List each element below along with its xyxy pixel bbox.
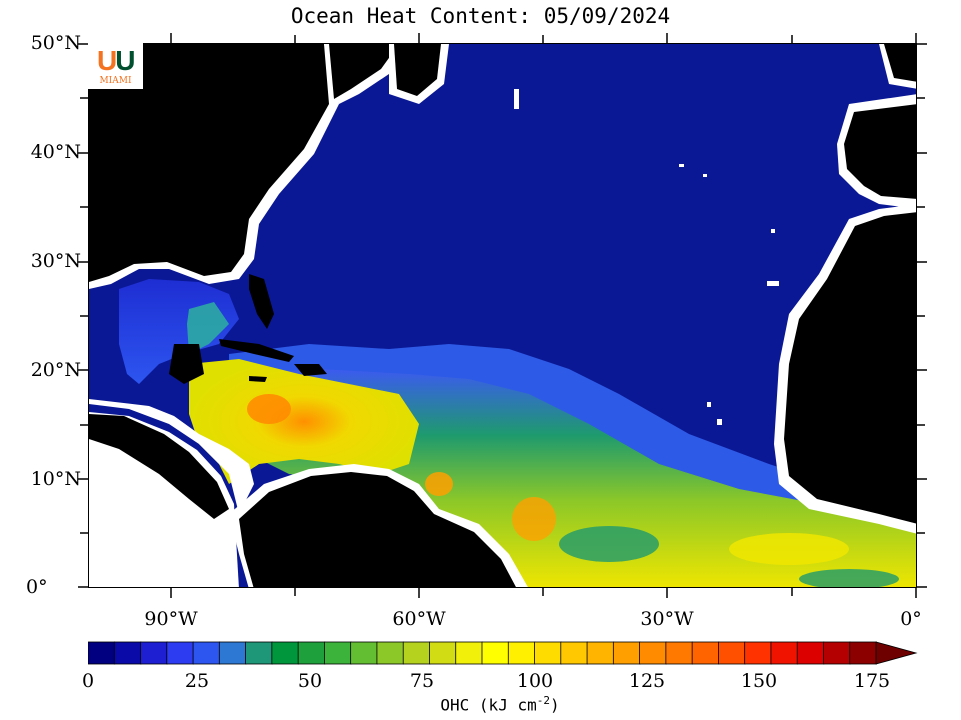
colorbar-swatch bbox=[271, 641, 300, 665]
lat-label-10n: 10°N bbox=[30, 468, 81, 490]
azores-island bbox=[679, 164, 684, 167]
colorbar-swatch bbox=[718, 641, 746, 665]
colorbar-swatch bbox=[796, 641, 825, 665]
colorbar-swatch bbox=[376, 641, 405, 665]
pacific-white bbox=[89, 412, 239, 587]
north-america-land bbox=[89, 44, 329, 282]
iberia-land bbox=[844, 104, 916, 199]
lon-label-30w: 30°W bbox=[640, 608, 694, 630]
colorbar-swatch bbox=[744, 641, 772, 665]
colorbar-swatch bbox=[823, 641, 851, 665]
colorbar-tick-75: 75 bbox=[409, 670, 435, 692]
yucatan-land bbox=[169, 344, 204, 384]
france-land bbox=[884, 44, 916, 82]
colorbar bbox=[88, 641, 918, 665]
colorbar-tick-0: 0 bbox=[81, 670, 95, 692]
colorbar-swatch bbox=[560, 641, 588, 665]
lat-label-40n: 40°N bbox=[30, 141, 81, 163]
logo-text: MIAMI bbox=[99, 76, 132, 86]
cool-patch-east bbox=[799, 569, 899, 587]
lon-label-60w: 60°W bbox=[392, 608, 446, 630]
lon-label-0: 0° bbox=[900, 608, 922, 630]
central-america-coast bbox=[89, 399, 254, 514]
lat-label-50n: 50°N bbox=[30, 32, 81, 54]
colorbar-swatch bbox=[665, 641, 694, 665]
colorbar-swatch bbox=[402, 641, 431, 665]
colorbar-swatch bbox=[218, 641, 247, 665]
central-america-land bbox=[89, 414, 229, 519]
colorbar-swatch bbox=[586, 641, 615, 665]
colorbar-swatch bbox=[113, 641, 142, 665]
canada-land bbox=[329, 44, 399, 99]
colorbar-swatch bbox=[639, 641, 667, 665]
africa-land bbox=[784, 212, 916, 524]
south-america-land bbox=[239, 472, 516, 587]
madeira-island bbox=[771, 229, 775, 233]
cape-verde-island-2 bbox=[717, 419, 722, 425]
colorbar-swatch bbox=[849, 641, 877, 665]
colorbar-swatch bbox=[429, 641, 457, 665]
colorbar-tick-150: 150 bbox=[740, 670, 778, 692]
colorbar-tick-175: 175 bbox=[853, 670, 891, 692]
colorbar-swatch bbox=[534, 641, 562, 665]
azores-island-2 bbox=[703, 174, 707, 177]
colorbar-swatch bbox=[140, 641, 168, 665]
lon-label-90w: 90°W bbox=[144, 608, 198, 630]
canary-islands bbox=[767, 281, 779, 286]
lat-label-30n: 30°N bbox=[30, 250, 81, 272]
colorbar-tick-125: 125 bbox=[628, 670, 666, 692]
colorbar-swatch bbox=[770, 641, 799, 665]
colorbar-swatch bbox=[481, 641, 510, 665]
lat-label-20n: 20°N bbox=[30, 359, 81, 381]
lat-label-0: 0° bbox=[26, 576, 48, 598]
colorbar-tick-25: 25 bbox=[184, 670, 210, 692]
hot-spot-orinoco bbox=[425, 472, 453, 496]
hot-spot-caribbean bbox=[247, 394, 291, 424]
gulf-loop-current bbox=[187, 302, 229, 354]
sea-ice-speck bbox=[514, 89, 519, 109]
colorbar-swatch bbox=[245, 641, 273, 665]
jamaica-land bbox=[249, 376, 267, 382]
caribbean-warm-pool bbox=[189, 359, 419, 484]
ohc-map-svg bbox=[89, 44, 916, 587]
florida-land bbox=[249, 274, 274, 329]
colorbar-swatch bbox=[166, 641, 194, 665]
colorbar-swatch bbox=[192, 641, 221, 665]
colorbar-swatch bbox=[323, 641, 352, 665]
newfoundland-land bbox=[394, 44, 441, 96]
cuba-land bbox=[219, 339, 294, 362]
hispaniola-land bbox=[294, 364, 327, 376]
colorbar-title: OHC (kJ cm-2) bbox=[440, 694, 560, 715]
miami-logo: UU MIAMI bbox=[88, 43, 143, 89]
colorbar-swatch bbox=[297, 641, 326, 665]
colorbar-swatch bbox=[350, 641, 378, 665]
map-title: Ocean Heat Content: 05/09/2024 bbox=[290, 4, 671, 28]
colorbar-tick-50: 50 bbox=[297, 670, 323, 692]
logo-letters: UU bbox=[97, 45, 135, 76]
ohc-map bbox=[88, 43, 917, 588]
warm-patch-gulf-of-guinea bbox=[729, 533, 849, 565]
colorbar-arrow bbox=[875, 641, 918, 665]
colorbar-swatch bbox=[507, 641, 536, 665]
cool-patch-equatorial bbox=[559, 526, 659, 562]
cape-verde-island bbox=[707, 402, 711, 407]
hot-spot-brazil bbox=[512, 497, 556, 541]
colorbar-swatch bbox=[691, 641, 720, 665]
colorbar-swatch bbox=[612, 641, 641, 665]
colorbar-swatch bbox=[455, 641, 483, 665]
colorbar-tick-100: 100 bbox=[516, 670, 554, 692]
colorbar-swatch bbox=[88, 641, 116, 665]
